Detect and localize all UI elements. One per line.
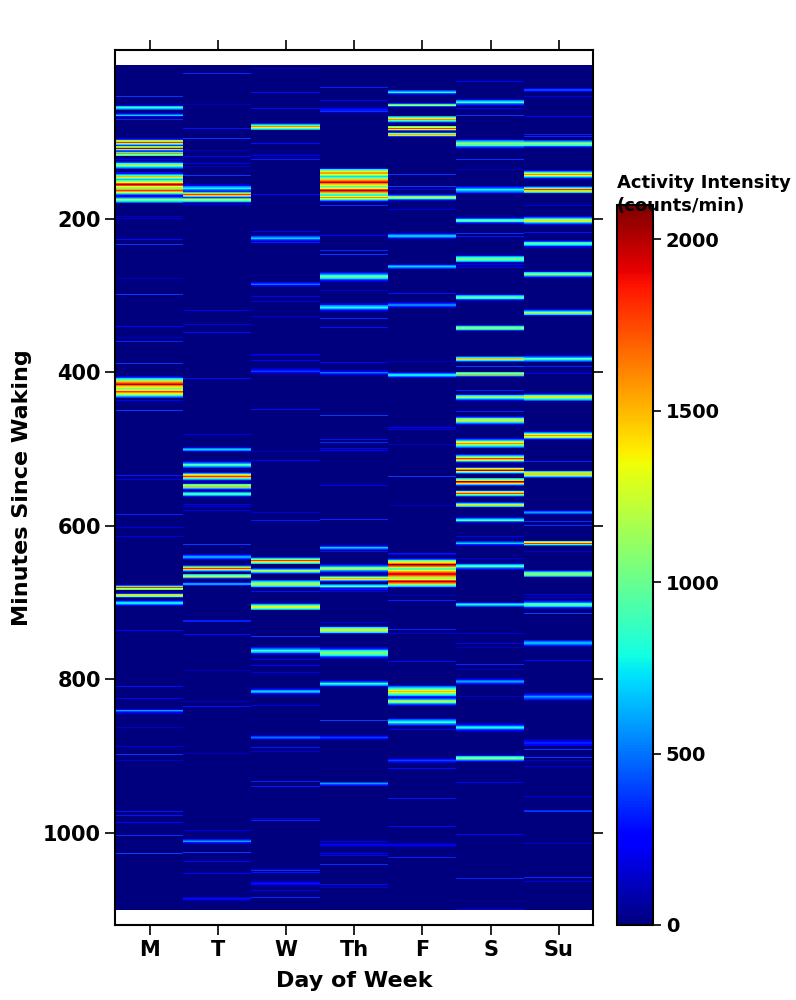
Y-axis label: Minutes Since Waking: Minutes Since Waking	[12, 349, 32, 626]
Text: Activity Intensity: Activity Intensity	[617, 174, 790, 192]
X-axis label: Day of Week: Day of Week	[276, 971, 432, 991]
Text: (counts/min): (counts/min)	[617, 197, 745, 215]
